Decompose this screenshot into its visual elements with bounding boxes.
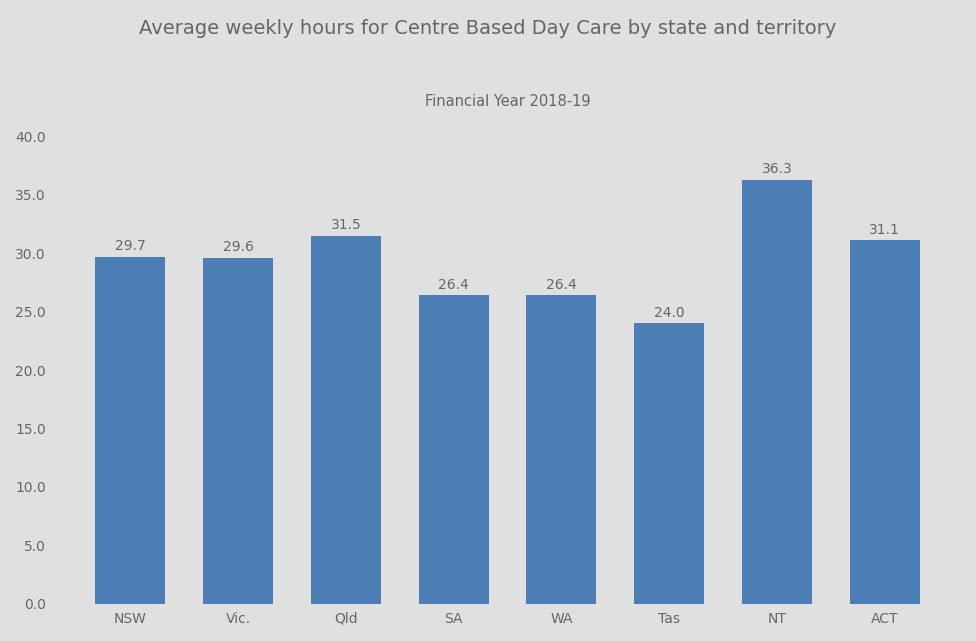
- Title: Financial Year 2018-19: Financial Year 2018-19: [425, 94, 590, 109]
- Bar: [634, 323, 705, 604]
- Text: 26.4: 26.4: [546, 278, 577, 292]
- Bar: [310, 236, 381, 604]
- Bar: [96, 257, 165, 604]
- Text: 31.5: 31.5: [331, 218, 361, 232]
- Text: 24.0: 24.0: [654, 306, 684, 320]
- Text: 29.7: 29.7: [115, 239, 145, 253]
- Bar: [203, 258, 273, 604]
- Text: 31.1: 31.1: [870, 223, 900, 237]
- Text: 26.4: 26.4: [438, 278, 469, 292]
- Bar: [526, 296, 596, 604]
- Bar: [419, 296, 489, 604]
- Bar: [850, 240, 919, 604]
- Text: 36.3: 36.3: [761, 162, 793, 176]
- Bar: [742, 179, 812, 604]
- Text: Average weekly hours for Centre Based Day Care by state and territory: Average weekly hours for Centre Based Da…: [140, 19, 836, 38]
- Text: 29.6: 29.6: [223, 240, 254, 254]
